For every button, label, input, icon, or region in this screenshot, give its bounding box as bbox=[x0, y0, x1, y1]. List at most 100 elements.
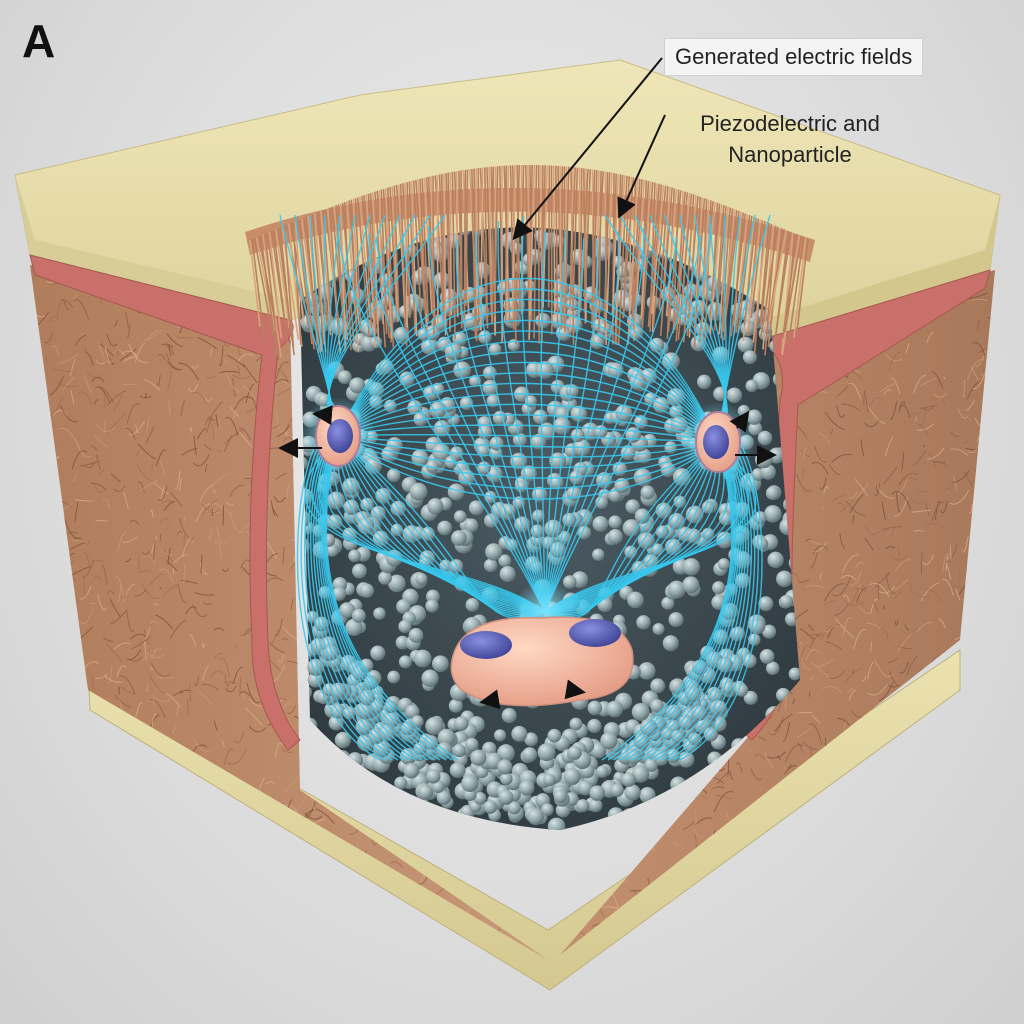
nanoparticle-icon bbox=[742, 350, 757, 365]
nanoparticle-icon bbox=[631, 765, 650, 783]
nanoparticle-icon bbox=[498, 789, 514, 805]
nanoparticle-icon bbox=[562, 575, 577, 589]
nanoparticle-icon bbox=[671, 730, 685, 744]
nanoparticle-icon bbox=[776, 570, 793, 588]
nanoparticle-icon bbox=[300, 456, 308, 471]
nanoparticle-icon bbox=[373, 607, 386, 620]
nanoparticle-icon bbox=[765, 486, 780, 501]
nanoparticle-icon bbox=[754, 450, 773, 469]
nanoparticle-icon bbox=[638, 662, 656, 680]
nanoparticle-icon bbox=[672, 468, 691, 486]
nanoparticle-icon bbox=[396, 599, 411, 614]
nanoparticle-icon bbox=[592, 548, 605, 561]
nanoparticle-icon bbox=[607, 529, 623, 545]
nanoparticle-icon bbox=[425, 716, 444, 735]
nanoparticle-icon bbox=[649, 800, 664, 816]
nanoparticle-icon bbox=[449, 762, 466, 778]
nanoparticle-icon bbox=[497, 759, 513, 775]
nanoparticle-icon bbox=[432, 780, 445, 793]
nanoparticle-icon bbox=[409, 482, 428, 501]
nanoparticle-icon bbox=[346, 752, 364, 769]
nanoparticle-icon bbox=[606, 700, 624, 718]
arrow-icon bbox=[479, 689, 501, 710]
nanoparticle-icon bbox=[587, 718, 602, 734]
nanoparticle-icon bbox=[718, 511, 733, 526]
nanoparticle-icon bbox=[553, 789, 568, 804]
nanoparticle-icon bbox=[592, 516, 609, 532]
nanoparticle-icon bbox=[436, 790, 451, 805]
nanoparticle-icon bbox=[330, 767, 347, 783]
nanoparticle-icon bbox=[765, 661, 780, 675]
nanoparticle-icon bbox=[759, 649, 775, 664]
nanoparticle-icon bbox=[697, 374, 712, 390]
nanoparticle-icon bbox=[737, 336, 754, 353]
leader-line-electric-fields bbox=[512, 57, 663, 241]
nanoparticle-icon bbox=[596, 765, 609, 778]
nanoparticle-icon bbox=[485, 543, 503, 561]
nanoparticle-icon bbox=[437, 728, 456, 747]
nanoparticle-icon bbox=[639, 787, 656, 804]
nanoparticle-icon bbox=[300, 510, 311, 529]
nanoparticle-icon bbox=[403, 762, 420, 779]
nanoparticle-icon bbox=[440, 809, 455, 825]
nanoparticle-icon bbox=[620, 445, 636, 461]
nanoparticle-icon bbox=[577, 780, 593, 796]
nanoparticle-icon bbox=[587, 700, 603, 716]
nanoparticle-icon bbox=[661, 727, 675, 741]
nanoparticle-icon bbox=[493, 729, 507, 742]
nanoparticle-icon bbox=[622, 519, 641, 537]
nanoparticle-icon bbox=[621, 772, 636, 787]
nanoparticle-icon bbox=[541, 803, 554, 816]
nanoparticle-icon bbox=[590, 742, 607, 759]
nanoparticle-icon bbox=[437, 520, 453, 536]
nanoparticle-icon bbox=[340, 772, 355, 787]
nanoparticle-icon bbox=[711, 757, 724, 770]
nanoparticle-icon bbox=[360, 497, 374, 512]
nanoparticle-icon bbox=[453, 510, 467, 523]
label-piezo-line2: Nanoparticle bbox=[728, 142, 852, 167]
nanoparticle-icon bbox=[667, 580, 686, 599]
nanoparticle-icon bbox=[567, 745, 582, 760]
nanoparticle-icon bbox=[382, 711, 400, 729]
nanoparticle-icon bbox=[607, 362, 624, 379]
nanoparticle-icon bbox=[563, 767, 581, 786]
nanoparticle-icon bbox=[339, 602, 356, 619]
panel-letter: A bbox=[22, 15, 56, 67]
nanoparticle-icon bbox=[398, 655, 412, 669]
nanoparticle-icon bbox=[767, 551, 784, 569]
nanoparticle-icon bbox=[652, 623, 665, 636]
nanoparticle-icon bbox=[661, 596, 675, 610]
nanoparticle-icon bbox=[337, 370, 352, 385]
nanoparticle-icon bbox=[662, 635, 679, 652]
nanoparticle-icon bbox=[607, 807, 624, 824]
nanoparticle-icon bbox=[764, 505, 782, 523]
nanoparticle-icon bbox=[482, 741, 497, 756]
nanoparticle-icon bbox=[757, 430, 773, 446]
cell-nucleus-icon bbox=[460, 631, 512, 659]
nanoparticle-icon bbox=[543, 773, 556, 787]
nanoparticle-icon bbox=[712, 581, 726, 595]
nanoparticle-icon bbox=[547, 817, 566, 830]
label-piezoelectric-nanoparticle: Piezodelectric and Nanoparticle bbox=[670, 108, 910, 170]
nanoparticle-icon bbox=[351, 608, 366, 623]
nanoparticle-icon bbox=[395, 635, 410, 650]
nanoparticle-icon bbox=[527, 808, 545, 826]
label-piezo-line1: Piezodelectric and bbox=[700, 111, 880, 136]
nanoparticle-icon bbox=[507, 801, 521, 815]
nanoparticle-icon bbox=[629, 373, 647, 391]
label-generated-electric-fields: Generated electric fields bbox=[664, 38, 924, 76]
nanoparticle-icon bbox=[411, 449, 429, 467]
nanoparticle-icon bbox=[524, 732, 539, 747]
nanoparticle-icon bbox=[650, 678, 666, 694]
leader-line-piezoelectric bbox=[617, 114, 666, 219]
cell-bottom bbox=[450, 616, 634, 707]
nanoparticle-icon bbox=[498, 554, 512, 568]
nanoparticle-icon bbox=[591, 822, 608, 830]
nanoparticle-icon bbox=[589, 785, 605, 801]
nanoparticle-icon bbox=[387, 468, 401, 483]
nanoparticle-icon bbox=[633, 733, 650, 750]
nanoparticle-icon bbox=[726, 387, 743, 404]
nanoparticle-icon bbox=[588, 798, 603, 813]
nanoparticle-icon bbox=[600, 732, 618, 750]
nanoparticle-icon bbox=[608, 515, 622, 529]
